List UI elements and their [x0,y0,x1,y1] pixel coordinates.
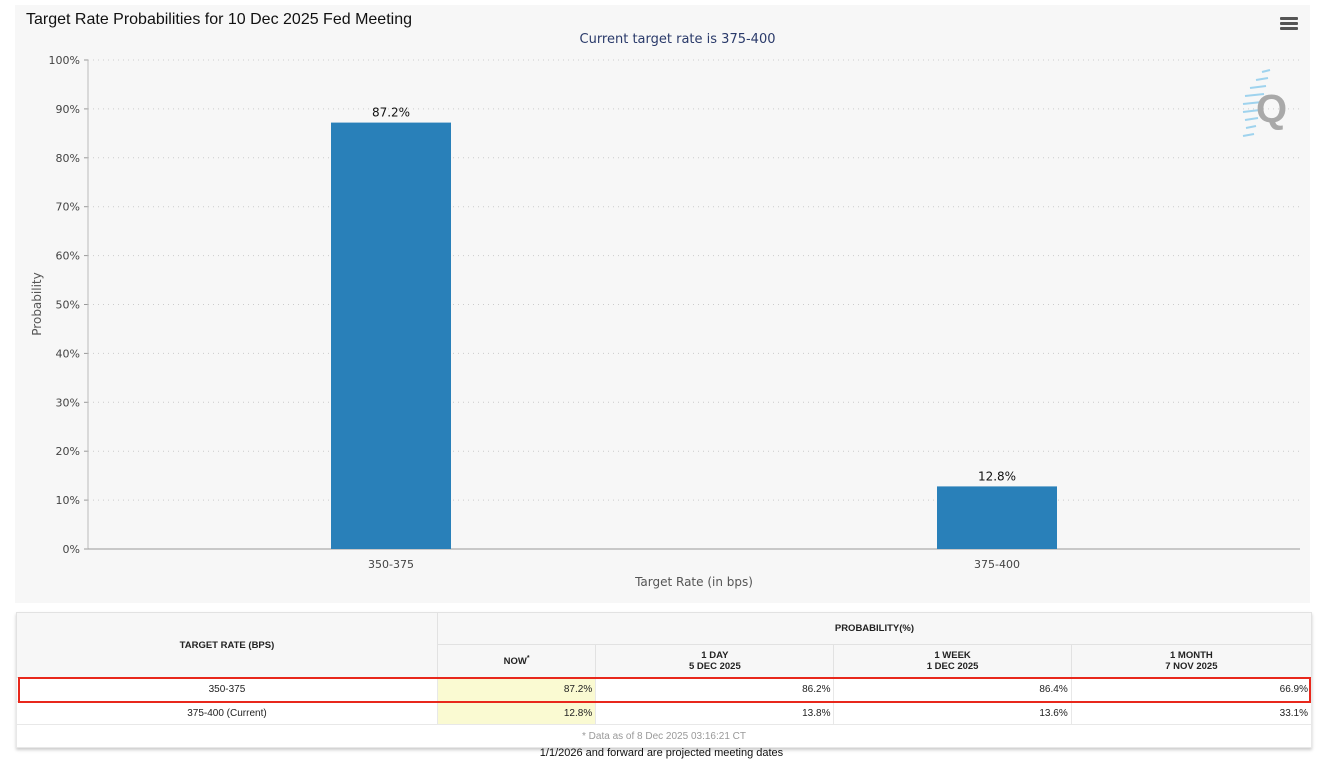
data-label: 12.8% [978,469,1016,483]
y-tick-label: 80% [56,152,80,165]
column-header: NOW* [436,644,597,678]
probability-cell: 13.8% [595,701,835,725]
y-tick-label: 10% [56,494,80,507]
column-header-line2: 1 DEC 2025 [926,661,979,672]
column-header-line1: 1 WEEK [934,650,971,661]
y-tick-label: 20% [56,445,80,458]
target-rate-header: TARGET RATE (BPS) [16,612,438,678]
probability-cell: 13.6% [833,701,1072,725]
y-tick-label: 40% [56,347,80,360]
probability-table: TARGET RATE (BPS) PROBABILITY(%) NOW* 1 D… [16,612,1313,748]
column-header-line1: 1 MONTH [1169,650,1213,661]
y-tick-label: 60% [56,250,80,263]
column-header-line2: 5 DEC 2025 [688,661,741,672]
q-logo-watermark: Q [1242,69,1287,137]
table-row: 375-400 (Current) 12.8% 13.8% 13.6% 33.1% [16,701,1313,725]
probability-cell: 66.9% [1070,677,1313,702]
probability-cell: 87.2% [436,677,597,702]
column-header-line1: 1 DAY [701,650,729,661]
asterisk: * [526,654,530,662]
probability-cell: 12.8% [436,701,597,725]
y-tick-label: 70% [56,201,80,214]
probability-cell: 33.1% [1070,701,1313,725]
bar-chart: 0% 10% 20% 30% 40% 50% 60% 70% 80% 90% 100% 87.2% 3… [30,54,1300,589]
rate-cell: 350-375 [16,677,438,702]
column-header-line2: 7 NOV 2025 [1165,661,1218,672]
svg-text:Q: Q [1256,87,1287,131]
y-axis-label: Probability [30,272,44,335]
column-header: 1 MONTH 7 NOV 2025 [1070,644,1313,678]
x-axis-label: Target Rate (in bps) [634,575,753,589]
table-row: 350-375 87.2% 86.2% 86.4% 66.9% [16,677,1313,702]
chart-title: Target Rate Probabilities for 10 Dec 202… [26,11,412,28]
data-label: 87.2% [372,106,410,120]
y-tick-label: 100% [49,54,80,67]
y-tick-label: 90% [56,103,80,116]
chart-subtitle: Current target rate is 375-400 [579,32,776,47]
rate-cell: 375-400 (Current) [16,701,438,725]
column-header-line1: NOW [503,656,527,668]
x-tick-label: 350-375 [368,558,414,571]
probability-header: PROBABILITY(%) [436,612,1313,645]
x-tick-label: 375-400 [974,558,1020,571]
y-tick-label: 30% [56,396,80,409]
hamburger-menu-icon[interactable] [1280,17,1298,32]
y-tick-label: 0% [63,543,80,556]
bar-350-375[interactable] [331,122,451,549]
column-header: 1 DAY 5 DEC 2025 [595,644,835,678]
bar-375-400[interactable] [937,486,1057,549]
footnote: 1/1/2026 and forward are projected meeti… [539,747,784,759]
highlight-box [18,677,1311,703]
column-header: 1 WEEK 1 DEC 2025 [833,644,1072,678]
y-tick-label: 50% [56,299,80,312]
chart-panel: Target Rate Probabilities for 10 Dec 202… [15,5,1310,603]
data-note: * Data as of 8 Dec 2025 03:16:21 CT [16,724,1312,748]
